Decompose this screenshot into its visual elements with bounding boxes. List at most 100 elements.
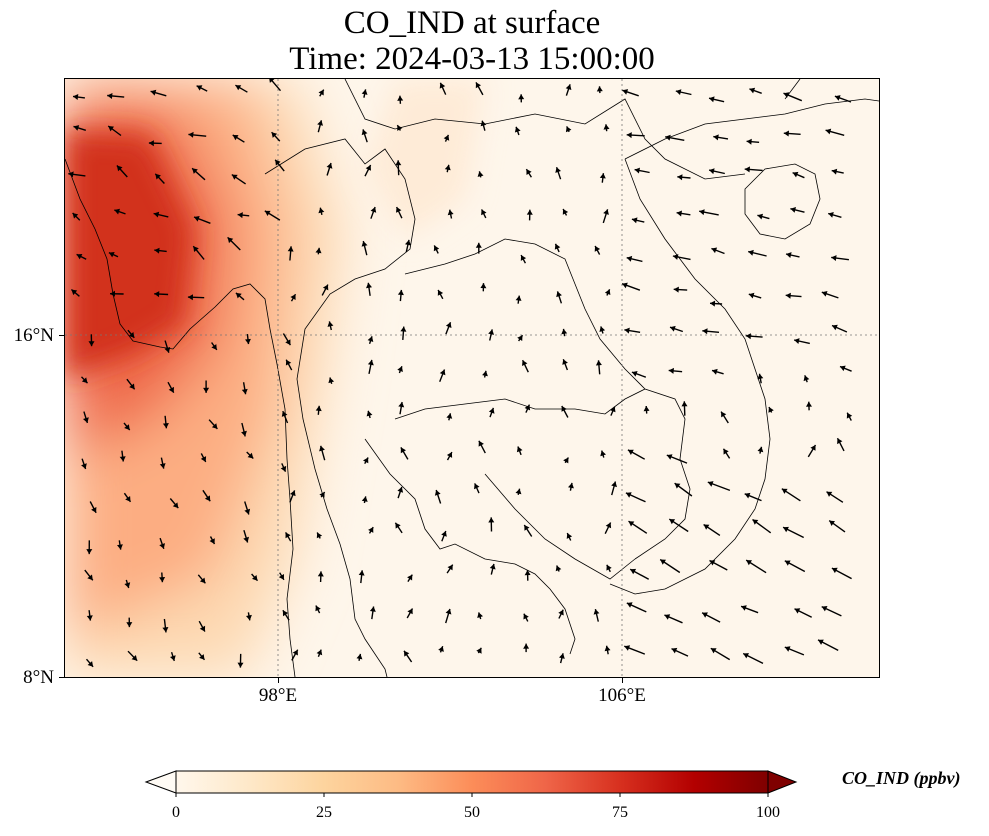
wind-arrow-head — [361, 129, 368, 136]
wind-arrow-head — [785, 292, 791, 299]
coastline-peninsula — [339, 543, 388, 677]
wind-arrow-head — [114, 208, 120, 215]
wind-arrow-head — [599, 173, 606, 179]
wind-arrow-head — [524, 525, 530, 531]
wind-arrow-head — [556, 291, 562, 298]
wind-arrow-head — [150, 89, 157, 96]
wind-arrow-head — [154, 247, 160, 254]
wind-arrow-head — [702, 612, 708, 618]
wind-arrow-head — [515, 488, 522, 495]
map-title: CO_IND at surface — [343, 5, 601, 41]
wind-arrow-head — [515, 295, 522, 301]
wind-arrow-head — [87, 574, 93, 581]
wind-arrow-head — [826, 491, 833, 497]
wind-arrow-head — [280, 465, 287, 472]
wind-arrow-head — [315, 605, 321, 612]
wind-arrow-head — [482, 370, 488, 377]
wind-arrow-head — [290, 490, 296, 497]
wind-arrow-head — [155, 173, 161, 180]
wind-vector-field — [68, 79, 853, 668]
wind-arrow-head — [476, 647, 482, 654]
wind-arrow-head — [803, 375, 810, 382]
wind-arrow-head — [524, 570, 531, 576]
wind-arrow-head — [441, 531, 447, 537]
wind-arrow-head — [400, 326, 407, 332]
wind-arrow-head — [86, 615, 93, 621]
wind-arrow-head — [723, 448, 729, 455]
wind-arrow-head — [125, 496, 131, 502]
wind-arrow-head — [818, 639, 824, 645]
wind-arrow-head — [744, 492, 751, 499]
wind-arrow-head — [397, 125, 403, 131]
wind-arrow-head — [825, 128, 832, 135]
wind-arrow-head — [315, 405, 322, 412]
wind-arrow-head — [162, 627, 169, 633]
wind-arrow-head — [81, 377, 88, 384]
wind-arrow-head — [366, 282, 372, 289]
wind-arrow-head — [631, 217, 638, 224]
wind-arrow-head — [244, 508, 251, 515]
wind-arrow-head — [162, 423, 169, 429]
wind-arrow-head — [562, 359, 568, 365]
wind-arrow-head — [610, 406, 616, 413]
wind-arrow-head — [806, 401, 812, 407]
wind-arrow-head — [840, 365, 846, 372]
wind-arrow-head — [757, 446, 764, 453]
wind-arrow-head — [367, 359, 374, 366]
colorbar-label: CO_IND (ppbv) — [842, 768, 961, 788]
wind-arrow-head — [72, 213, 79, 219]
wind-arrow-head — [606, 564, 612, 571]
wind-arrow-head — [88, 341, 95, 347]
wind-arrow-head — [699, 209, 705, 216]
wind-arrow-head — [834, 95, 841, 101]
border-china-north — [344, 79, 746, 180]
wind-arrow-head — [821, 606, 828, 612]
wind-arrow-head — [748, 292, 755, 299]
wind-arrow-head — [605, 522, 612, 529]
wind-arrow-head — [783, 526, 789, 533]
wind-arrow-head — [666, 454, 673, 460]
wind-arrow-head — [108, 126, 114, 132]
wind-arrow-head — [148, 140, 154, 147]
wind-arrow-head — [565, 84, 572, 90]
wind-arrow-head — [604, 289, 611, 295]
wind-arrow-head — [554, 243, 561, 250]
wind-arrow-head — [83, 417, 89, 423]
wind-arrow-head — [227, 237, 234, 244]
wind-arrow-head — [318, 89, 324, 96]
wind-arrow-head — [319, 445, 325, 452]
coastline-myanmar-west — [65, 158, 296, 677]
wind-arrow-head — [520, 255, 527, 261]
wind-arrow-head — [107, 93, 113, 99]
wind-arrow-head — [318, 207, 325, 214]
wind-arrow-head — [168, 386, 174, 393]
wind-arrow-head — [518, 94, 525, 100]
wind-arrow-head — [480, 283, 487, 289]
wind-arrow-head — [600, 450, 606, 457]
wind-arrow-head — [480, 120, 487, 127]
wind-arrow-head — [565, 126, 572, 133]
wind-arrow-head — [154, 291, 160, 298]
wind-arrow-head — [159, 463, 166, 469]
wind-arrow-head — [200, 456, 207, 462]
wind-arrow-head — [514, 126, 521, 133]
wind-arrow-head — [568, 482, 574, 489]
wind-arrow-head — [555, 565, 562, 572]
colorbar-tick-50: 50 — [464, 804, 480, 821]
wind-arrow-head — [559, 653, 565, 659]
wind-arrow-head — [439, 369, 446, 376]
wind-arrow-head — [237, 212, 243, 219]
wind-arrow-head — [445, 608, 452, 615]
wind-arrow-head — [398, 402, 405, 408]
wind-arrow-head — [287, 246, 294, 252]
coastline-gulf-tonkin — [624, 98, 879, 160]
wind-arrow-head — [713, 134, 719, 141]
wind-arrow-head — [474, 483, 480, 490]
wind-arrow-head — [211, 344, 217, 350]
wind-arrow-head — [524, 404, 531, 411]
wind-arrow-head — [790, 207, 796, 213]
wind-arrow-head — [241, 430, 247, 437]
wind-arrow-head — [757, 373, 764, 380]
wind-arrow-head — [370, 207, 377, 213]
lon-label-98: 98°E — [258, 685, 298, 706]
